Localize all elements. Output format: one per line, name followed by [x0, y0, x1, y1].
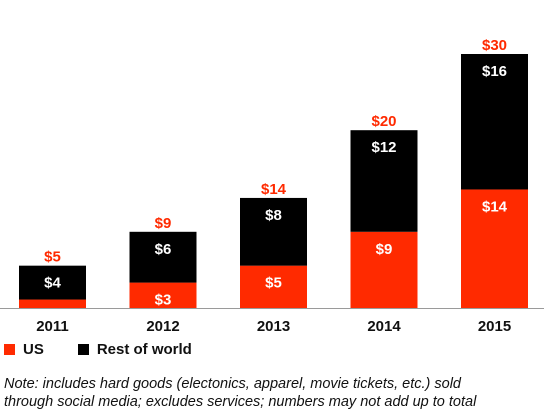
bar-segment-us-2011 — [19, 299, 86, 308]
segment-label-us-2011: $1 — [44, 309, 61, 326]
legend-swatch-us — [4, 344, 15, 355]
total-label-2013: $14 — [261, 181, 287, 198]
total-label-2011: $5 — [44, 249, 61, 266]
x-tick-label-2012: 2012 — [146, 318, 179, 335]
segment-label-rest-of-world-2015: $16 — [482, 63, 507, 80]
bar-segment-rest-of-world-2012 — [129, 231, 197, 283]
x-tick-label-2014: 2014 — [367, 318, 401, 335]
legend-swatch-rest-of-world — [77, 344, 89, 355]
segment-label-rest-of-world-2014: $12 — [371, 139, 396, 156]
bar-segment-rest-of-world-2011 — [19, 265, 86, 300]
segment-label-rest-of-world-2012: $6 — [155, 241, 172, 258]
chart-figure: $1 $4 $5 2011 $3 $6 $9 2012 $5 $8 $14 2013 $9 $12 $20 2… — [0, 37, 544, 410]
segment-label-us-2012: $3 — [155, 292, 172, 309]
footnote: Note: includes hard goods (electonics, a… — [4, 375, 540, 411]
legend-label-rest-of-world: Rest of world — [96, 341, 192, 358]
stacked-bar-chart: $1 $4 $5 2011 $3 $6 $9 2012 $5 $8 $14 2013 $9 $12 $20 2… — [0, 37, 544, 335]
legend-label-us: US — [23, 341, 44, 358]
bar-segment-us-2012 — [129, 282, 197, 308]
total-label-2012: $9 — [155, 215, 172, 232]
footnote-line-2: through social media; excludes services;… — [4, 394, 477, 410]
bar-segment-us-2013 — [240, 265, 307, 308]
legend: US Rest of world — [4, 341, 226, 358]
segment-label-us-2015: $14 — [482, 198, 508, 215]
bar-segment-rest-of-world-2013 — [240, 197, 307, 266]
x-tick-label-2011: 2011 — [36, 318, 69, 335]
segment-label-rest-of-world-2011: $4 — [44, 275, 61, 292]
x-tick-label-2015: 2015 — [478, 318, 511, 335]
total-label-2015: $30 — [482, 37, 507, 54]
legend-item-us: US — [4, 341, 44, 358]
legend-item-rest-of-world: Rest of world — [77, 341, 192, 358]
x-tick-label-2013: 2013 — [257, 318, 290, 335]
footnote-line-1: Note: includes hard goods (electonics, a… — [4, 376, 461, 392]
segment-label-us-2014: $9 — [376, 241, 393, 258]
bar-segment-us-2015 — [461, 189, 528, 308]
segment-label-us-2013: $5 — [265, 275, 282, 292]
total-label-2014: $20 — [371, 113, 396, 130]
bar-segment-rest-of-world-2015 — [461, 54, 528, 190]
bar-segment-rest-of-world-2014 — [350, 130, 418, 232]
bar-segment-us-2014 — [350, 231, 418, 308]
segment-label-rest-of-world-2013: $8 — [265, 207, 282, 224]
